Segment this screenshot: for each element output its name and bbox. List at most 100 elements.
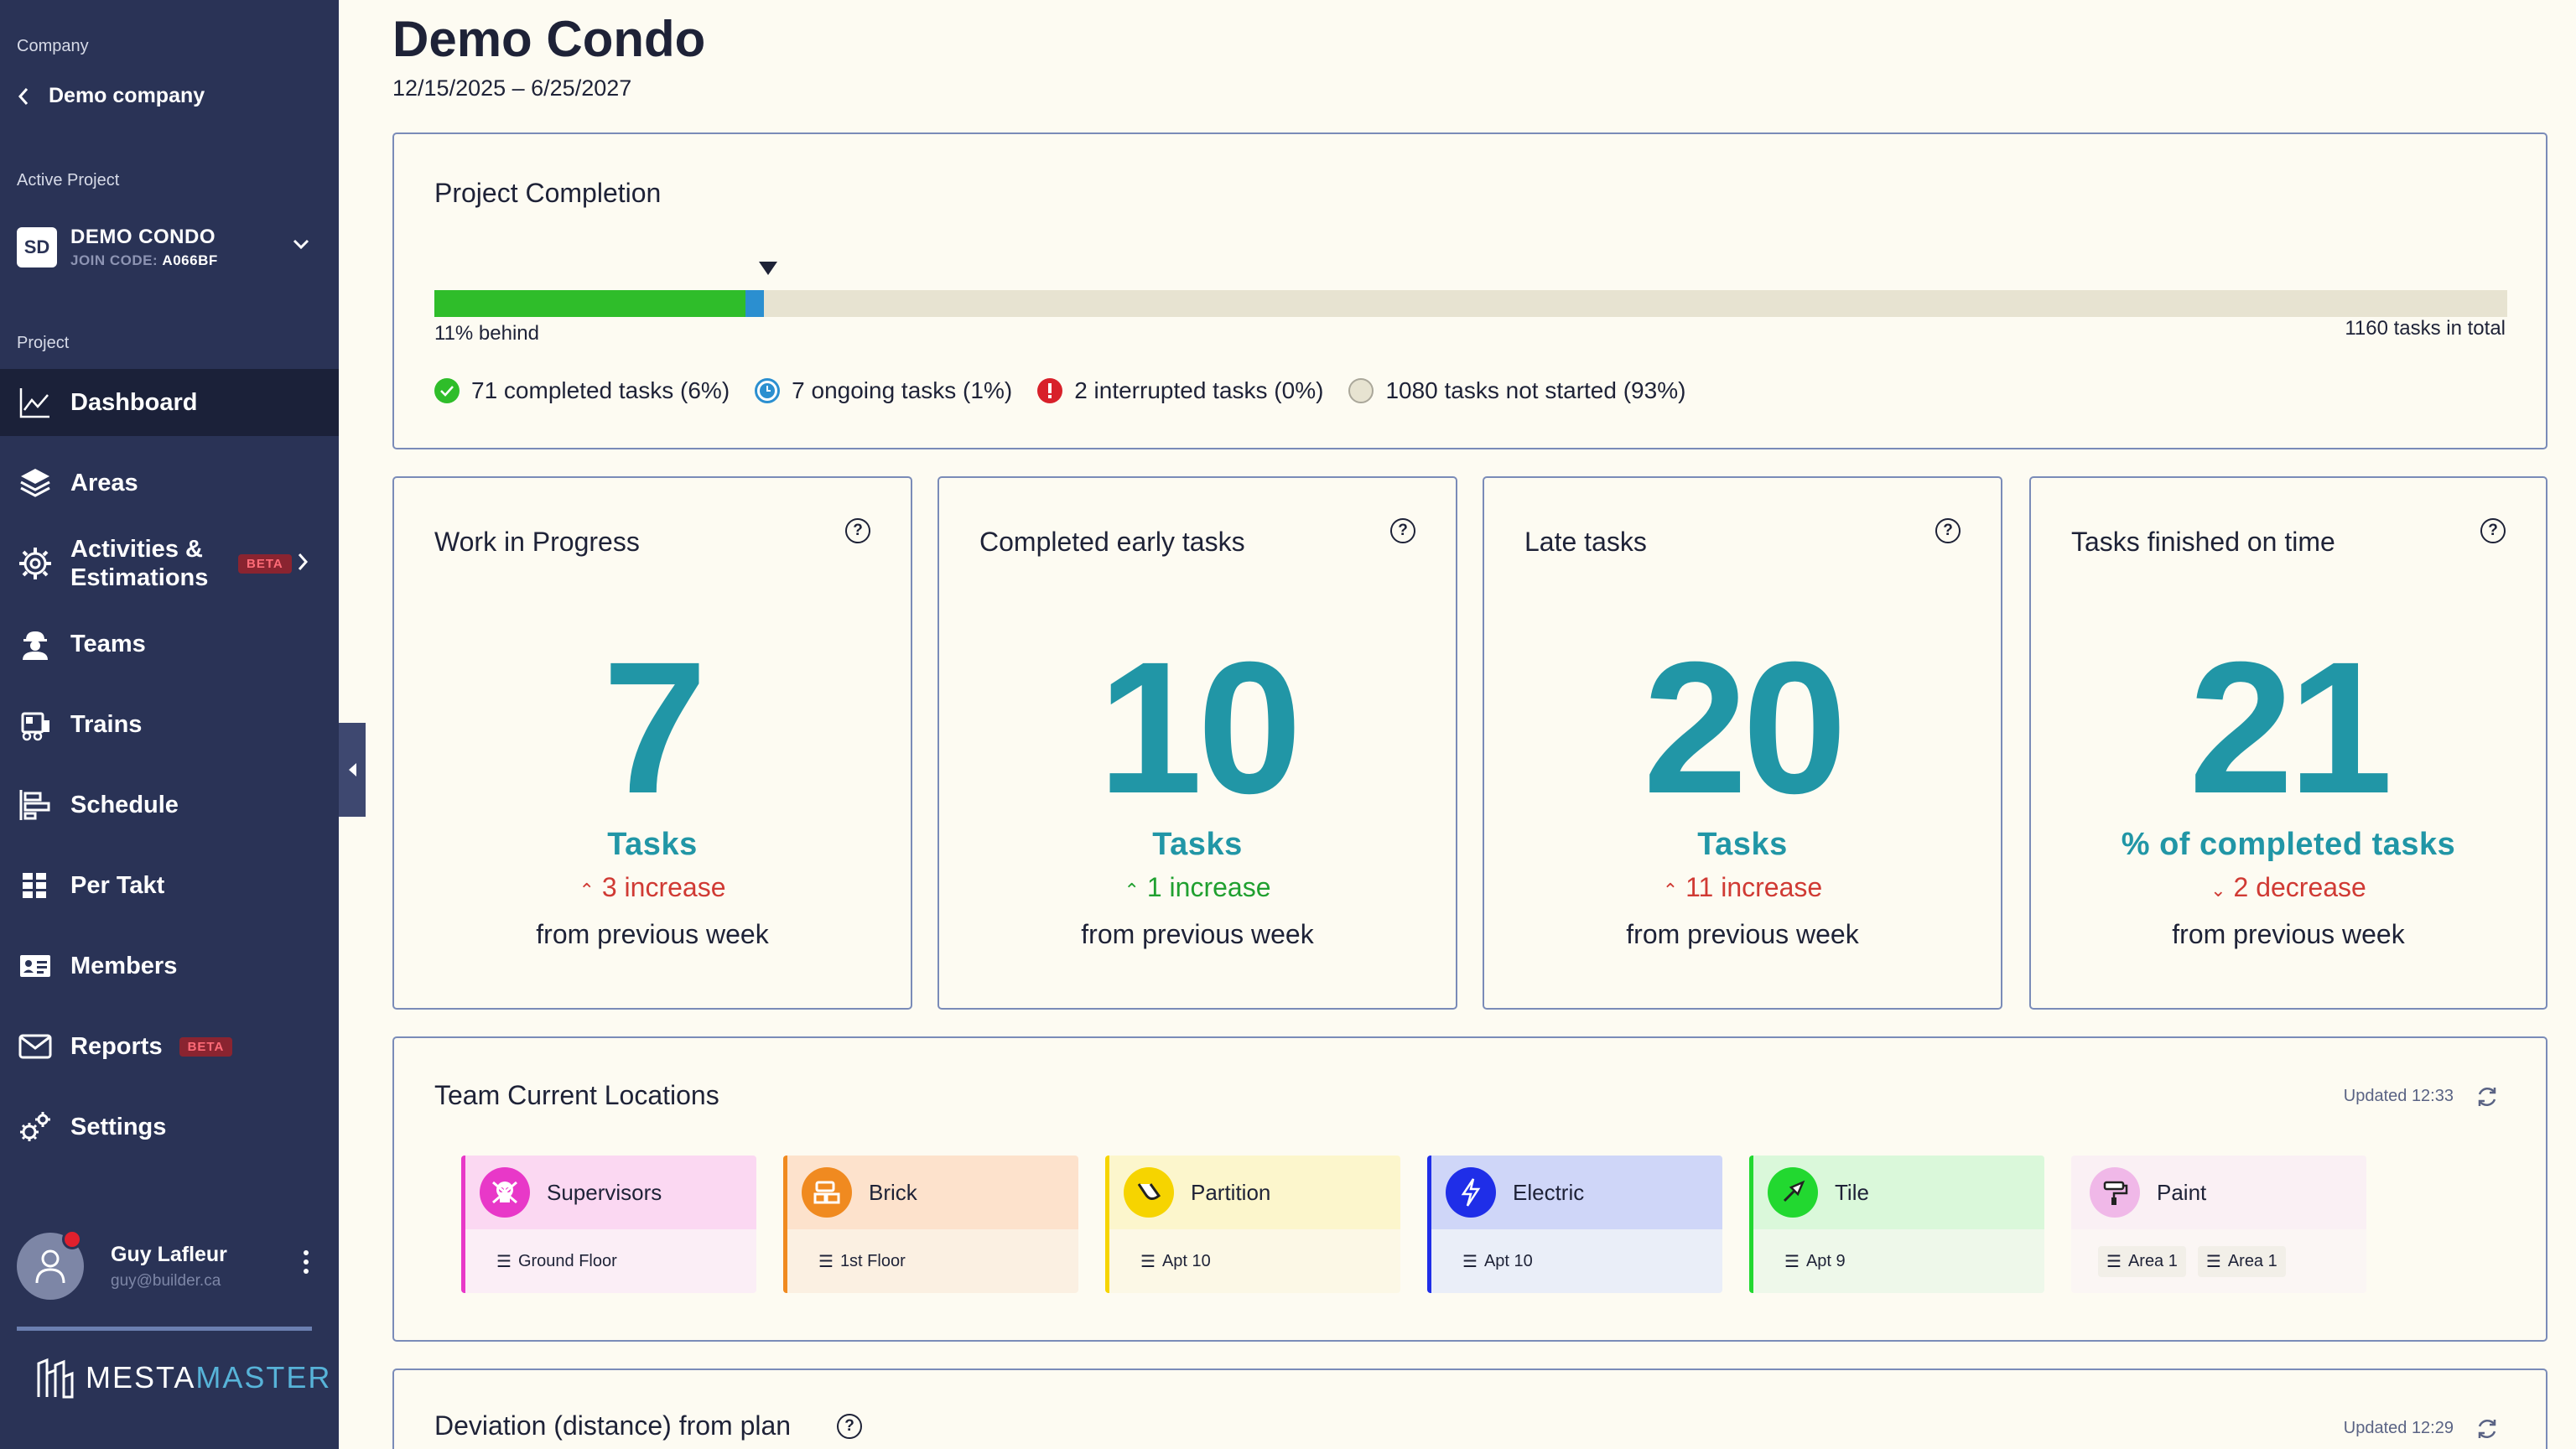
- kpi-title: Late tasks: [1524, 527, 1647, 557]
- kpi-from: from previous week: [1081, 919, 1314, 949]
- more-vertical-icon[interactable]: [302, 1249, 310, 1275]
- kpi-card-completed-early: Completed early tasks ? 10 Tasks ⌃ 1 inc…: [937, 476, 1457, 1010]
- kpi-change: ⌃ 3 increase: [579, 872, 726, 902]
- nav-areas[interactable]: Areas: [0, 449, 339, 517]
- project-selector[interactable]: SD DEMO CONDO JOIN CODE: A066BF: [17, 222, 327, 273]
- sidebar-divider: [17, 1327, 312, 1331]
- help-icon[interactable]: ?: [845, 518, 870, 543]
- teams-list: Supervisors ☰ Ground Floor Brick ☰ 1st Flo…: [461, 1156, 2366, 1293]
- nav-activities-estimations[interactable]: Activities & Estimations BETA: [0, 530, 339, 597]
- area-chip: ☰ Area 1: [2098, 1245, 2186, 1277]
- user-icon: [35, 1249, 65, 1284]
- partition-icon: [1124, 1167, 1174, 1218]
- worker-icon: [17, 626, 54, 662]
- project-section-label: Project: [17, 334, 70, 352]
- user-profile[interactable]: Guy Lafleur guy@builder.ca: [17, 1229, 327, 1300]
- team-locations-title: Team Current Locations: [434, 1080, 719, 1110]
- sidebar: Company Demo company Active Project SD D…: [0, 0, 339, 1449]
- page-title: Demo Condo: [392, 11, 706, 67]
- refresh-icon[interactable]: [2475, 1417, 2499, 1441]
- user-name: Guy Lafleur: [111, 1242, 227, 1266]
- updated-label: Updated 12:29: [2343, 1419, 2454, 1437]
- sidebar-collapse-toggle[interactable]: [339, 723, 366, 817]
- area-chip: ☰ Apt 9: [1784, 1251, 1846, 1271]
- completion-progress-bar: [434, 290, 2507, 317]
- arrow-down-icon: ⌄: [2210, 880, 2226, 901]
- area-chip: ☰ Apt 10: [1462, 1251, 1533, 1271]
- company-back-link[interactable]: Demo company: [17, 84, 205, 108]
- mestamaster-logo: MESTAMASTER: [35, 1357, 331, 1399]
- team-name: Brick: [869, 1179, 917, 1205]
- deviation-title: Deviation (distance) from plan: [434, 1410, 792, 1441]
- team-name: Partition: [1191, 1179, 1271, 1205]
- schedule-marker: [759, 262, 777, 275]
- team-card-electric[interactable]: Electric ☰ Apt 10: [1427, 1156, 1722, 1293]
- help-icon[interactable]: ?: [1935, 518, 1961, 543]
- layers-icon: ☰: [1140, 1252, 1156, 1271]
- nav-per-takt[interactable]: Per Takt: [0, 852, 339, 919]
- clock-icon: [755, 378, 781, 403]
- nav-schedule[interactable]: Schedule: [0, 771, 339, 839]
- beta-badge: BETA: [238, 553, 292, 574]
- team-locations-card: Team Current Locations Updated 12:33 Sup…: [392, 1036, 2547, 1342]
- kpi-change: ⌃ 11 increase: [1662, 872, 1823, 902]
- kpi-from: from previous week: [536, 919, 769, 949]
- grid-icon: [17, 867, 54, 904]
- team-card-partition[interactable]: Partition ☰ Apt 10: [1105, 1156, 1400, 1293]
- kpi-card-work-in-progress: Work in Progress ? 7 Tasks ⌃ 3 increase …: [392, 476, 912, 1010]
- layers-icon: ☰: [818, 1252, 834, 1271]
- kpi-unit: % of completed tasks: [2121, 827, 2456, 862]
- kpi-value: 20: [1643, 623, 1846, 833]
- notification-dot: [62, 1229, 82, 1249]
- help-icon[interactable]: ?: [837, 1414, 862, 1439]
- kpi-title: Tasks finished on time: [2071, 527, 2335, 557]
- area-chip: ☰ Apt 10: [1140, 1251, 1211, 1271]
- updated-label: Updated 12:33: [2343, 1087, 2454, 1105]
- nav-teams[interactable]: Teams: [0, 610, 339, 678]
- team-card-paint[interactable]: Paint ☰ Area 1 ☰ Area 1: [2071, 1156, 2366, 1293]
- paint-roller-icon: [2090, 1167, 2140, 1218]
- kpi-title: Completed early tasks: [979, 527, 1245, 557]
- help-icon[interactable]: ?: [1390, 518, 1415, 543]
- alert-icon: [1037, 378, 1063, 403]
- project-join-code: JOIN CODE: A066BF: [70, 252, 218, 268]
- kpi-unit: Tasks: [1697, 827, 1788, 862]
- team-card-supervisors[interactable]: Supervisors ☰ Ground Floor: [461, 1156, 756, 1293]
- team-card-tile[interactable]: Tile ☰ Apt 9: [1749, 1156, 2044, 1293]
- active-project-label: Active Project: [17, 171, 120, 190]
- project-name: DEMO CONDO: [70, 226, 216, 248]
- kpi-unit: Tasks: [607, 827, 698, 862]
- gears-icon: [17, 1109, 54, 1145]
- nav-dashboard[interactable]: Dashboard: [0, 369, 339, 436]
- logo-mark-icon: [37, 1358, 74, 1399]
- layers-icon: [17, 465, 54, 501]
- nav-settings[interactable]: Settings: [0, 1093, 339, 1161]
- total-tasks-label: 1160 tasks in total: [2345, 317, 2506, 340]
- refresh-icon[interactable]: [2475, 1085, 2499, 1109]
- trowel-icon: [1768, 1167, 1818, 1218]
- area-chip: ☰ Ground Floor: [496, 1251, 617, 1271]
- project-completion-title: Project Completion: [434, 178, 662, 208]
- team-card-brick[interactable]: Brick ☰ 1st Floor: [783, 1156, 1078, 1293]
- nav-trains[interactable]: Trains: [0, 691, 339, 758]
- check-circle-icon: [434, 378, 460, 403]
- arrow-up-icon: ⌃: [1662, 880, 1679, 901]
- team-name: Supervisors: [547, 1179, 662, 1205]
- completed-segment: [434, 290, 745, 317]
- kpi-change: ⌃ 1 increase: [1124, 872, 1271, 902]
- arrow-up-icon: ⌃: [579, 880, 595, 901]
- brick-icon: [802, 1167, 852, 1218]
- kpi-value: 7: [602, 623, 708, 833]
- kpi-title: Work in Progress: [434, 527, 640, 557]
- envelope-icon: [17, 1028, 54, 1065]
- id-card-icon: [17, 948, 54, 984]
- help-icon[interactable]: ?: [2480, 518, 2506, 543]
- company-label: Company: [17, 37, 89, 55]
- area-chip: ☰ 1st Floor: [818, 1251, 906, 1271]
- behind-label: 11% behind: [434, 322, 539, 345]
- nav-reports[interactable]: Reports BETA: [0, 1013, 339, 1080]
- team-name: Electric: [1513, 1179, 1585, 1205]
- train-icon: [17, 706, 54, 743]
- nav-members[interactable]: Members: [0, 932, 339, 1000]
- arrow-up-icon: ⌃: [1124, 880, 1140, 901]
